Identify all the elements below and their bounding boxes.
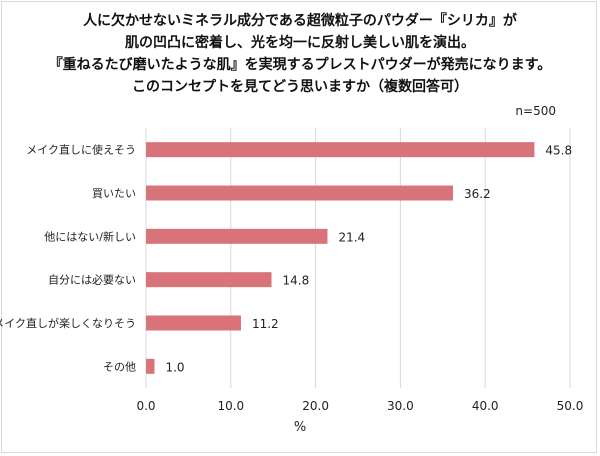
category-label: 自分には必要ない bbox=[48, 274, 136, 287]
value-label: 36.2 bbox=[464, 187, 491, 201]
x-tick-label: 0.0 bbox=[136, 399, 155, 413]
title-line-3: 『重ねるたび磨いたような肌』を実現するプレストパウダーが発売になります。 bbox=[48, 57, 552, 73]
category-label: メイク直しに使えそう bbox=[26, 143, 136, 157]
chart-title: 人に欠かせないミネラル成分である超微粒子のパウダー『シリカ』が 肌の凹凸に密着し… bbox=[0, 10, 600, 98]
value-label: 11.2 bbox=[252, 317, 279, 331]
bar bbox=[146, 315, 241, 331]
bar bbox=[146, 272, 272, 288]
title-line-1: 人に欠かせないミネラル成分である超微粒子のパウダー『シリカ』が bbox=[83, 13, 517, 29]
x-tick-label: 20.0 bbox=[302, 399, 329, 413]
bar bbox=[146, 228, 328, 244]
labels: 0.0 10.0 20.0 30.0 40.0 50.0 メイク直しに使えそう 45.8 買いた… bbox=[0, 143, 583, 413]
value-label: 1.0 bbox=[165, 360, 184, 374]
bar bbox=[146, 142, 535, 158]
sample-size-label: n=500 bbox=[515, 104, 556, 118]
category-label: 他にはない/新しい bbox=[44, 229, 136, 243]
x-tick-label: 10.0 bbox=[217, 399, 244, 413]
category-label: その他 bbox=[103, 360, 136, 373]
value-label: 14.8 bbox=[283, 274, 310, 288]
x-tick-label: 40.0 bbox=[472, 399, 499, 413]
category-label: 買いたい bbox=[92, 187, 136, 200]
title-line-2: 肌の凹凸に密着し、光を均一に反射し美しい肌を演出。 bbox=[125, 35, 475, 51]
category-label: メイク直しが楽しくなりそう bbox=[0, 316, 136, 330]
bars bbox=[146, 142, 535, 374]
bar bbox=[146, 185, 453, 201]
x-axis-label: % bbox=[293, 420, 307, 435]
x-tick-label: 50.0 bbox=[557, 399, 584, 413]
title-line-4: このコンセプトを見てどう思いますか（複数回答可） bbox=[132, 79, 468, 95]
bar bbox=[146, 358, 155, 374]
x-tick-label: 30.0 bbox=[387, 399, 414, 413]
value-label: 21.4 bbox=[338, 230, 365, 244]
grid-lines bbox=[145, 128, 571, 388]
value-label: 45.8 bbox=[545, 144, 572, 158]
